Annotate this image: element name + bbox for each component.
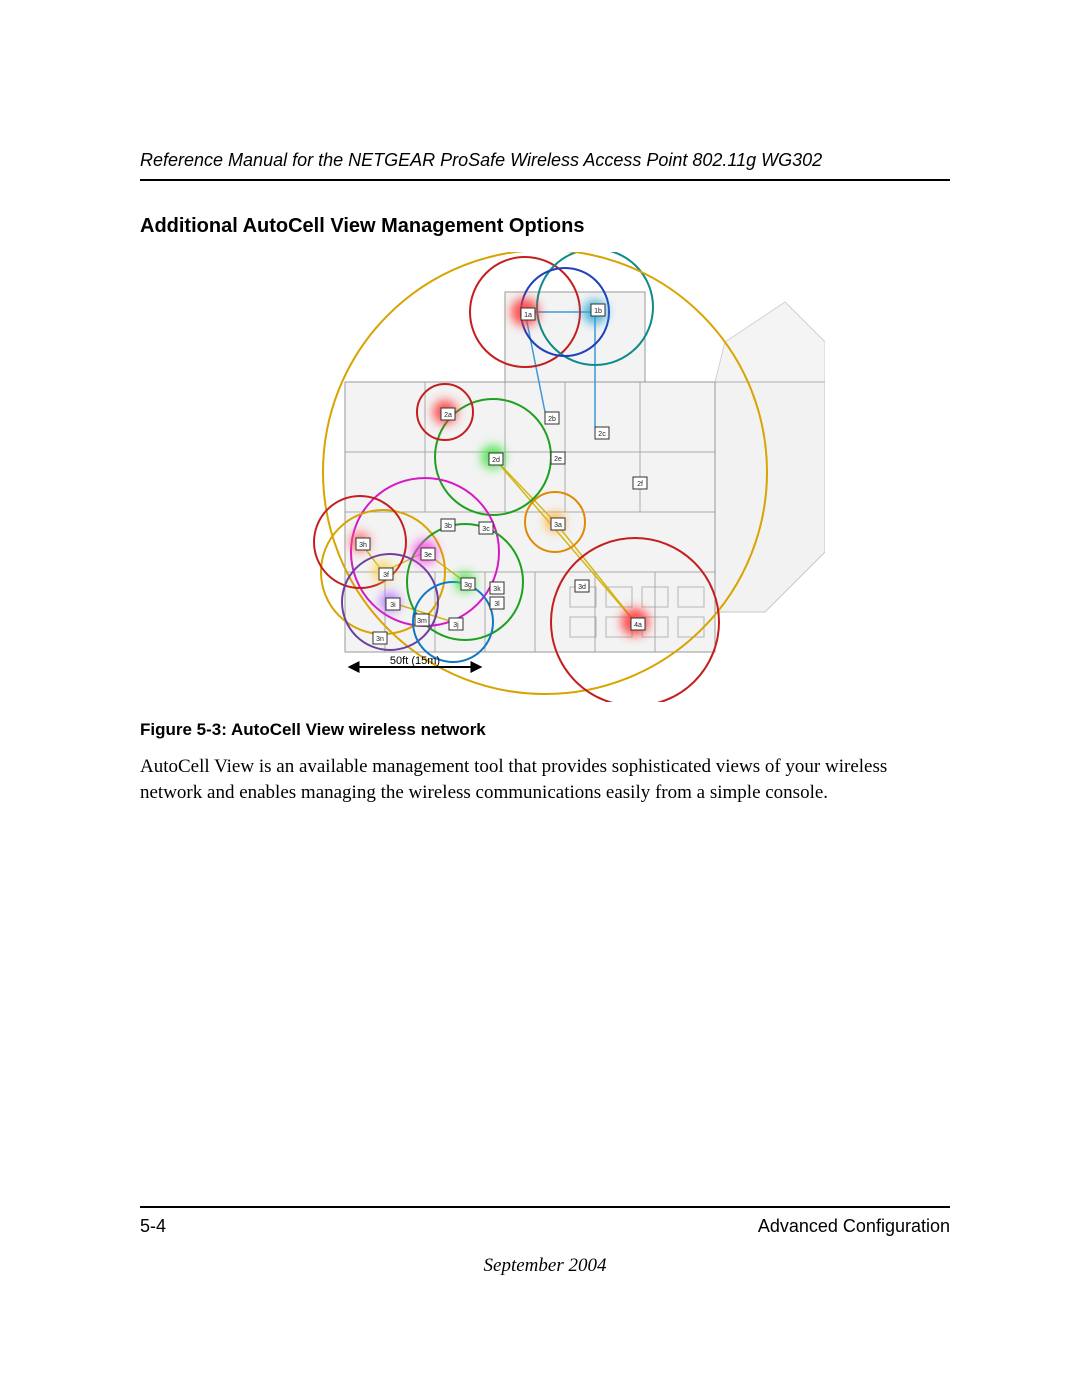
svg-text:3m: 3m bbox=[417, 618, 427, 625]
svg-text:50ft (15m): 50ft (15m) bbox=[390, 655, 440, 667]
page-content: Reference Manual for the NETGEAR ProSafe… bbox=[140, 150, 950, 1277]
svg-text:2d: 2d bbox=[492, 457, 500, 464]
svg-text:2b: 2b bbox=[548, 416, 556, 423]
svg-text:1b: 1b bbox=[594, 308, 602, 315]
footer-section: Advanced Configuration bbox=[758, 1216, 950, 1237]
svg-text:4a: 4a bbox=[634, 622, 642, 629]
figure-caption: Figure 5-3: AutoCell View wireless netwo… bbox=[140, 720, 950, 740]
svg-text:2c: 2c bbox=[598, 431, 606, 438]
section-heading: Additional AutoCell View Management Opti… bbox=[140, 215, 950, 238]
svg-text:3e: 3e bbox=[424, 552, 432, 559]
page-footer: 5-4 Advanced Configuration September 200… bbox=[140, 1206, 950, 1277]
svg-text:3i: 3i bbox=[390, 602, 396, 609]
svg-text:3a: 3a bbox=[554, 522, 562, 529]
svg-text:3d: 3d bbox=[578, 584, 586, 591]
header-rule bbox=[140, 179, 950, 181]
body-paragraph: AutoCell View is an available management… bbox=[140, 754, 950, 805]
svg-text:1a: 1a bbox=[524, 312, 532, 319]
svg-text:3b: 3b bbox=[444, 523, 452, 530]
running-header: Reference Manual for the NETGEAR ProSafe… bbox=[140, 150, 950, 179]
svg-text:2e: 2e bbox=[554, 456, 562, 463]
autocell-diagram: 1a 1b 2a 2b 2c 2d 2e 2f 3a 3b 3c 3d 3e 3f 3g 3h 3i 3j 3k 3l… bbox=[265, 252, 825, 702]
svg-text:3n: 3n bbox=[376, 636, 384, 643]
svg-text:3g: 3g bbox=[464, 582, 472, 589]
footer-date: September 2004 bbox=[140, 1255, 950, 1277]
svg-text:3c: 3c bbox=[482, 526, 490, 533]
figure-container: 1a 1b 2a 2b 2c 2d 2e 2f 3a 3b 3c 3d 3e 3f 3g 3h 3i 3j 3k 3l… bbox=[140, 252, 950, 702]
svg-text:3l: 3l bbox=[494, 601, 500, 608]
svg-text:3j: 3j bbox=[453, 622, 459, 629]
svg-text:3k: 3k bbox=[493, 586, 501, 593]
page-number: 5-4 bbox=[140, 1216, 166, 1237]
svg-text:2f: 2f bbox=[637, 481, 643, 488]
svg-text:3h: 3h bbox=[359, 542, 367, 549]
svg-text:3f: 3f bbox=[383, 572, 389, 579]
svg-text:2a: 2a bbox=[444, 412, 452, 419]
